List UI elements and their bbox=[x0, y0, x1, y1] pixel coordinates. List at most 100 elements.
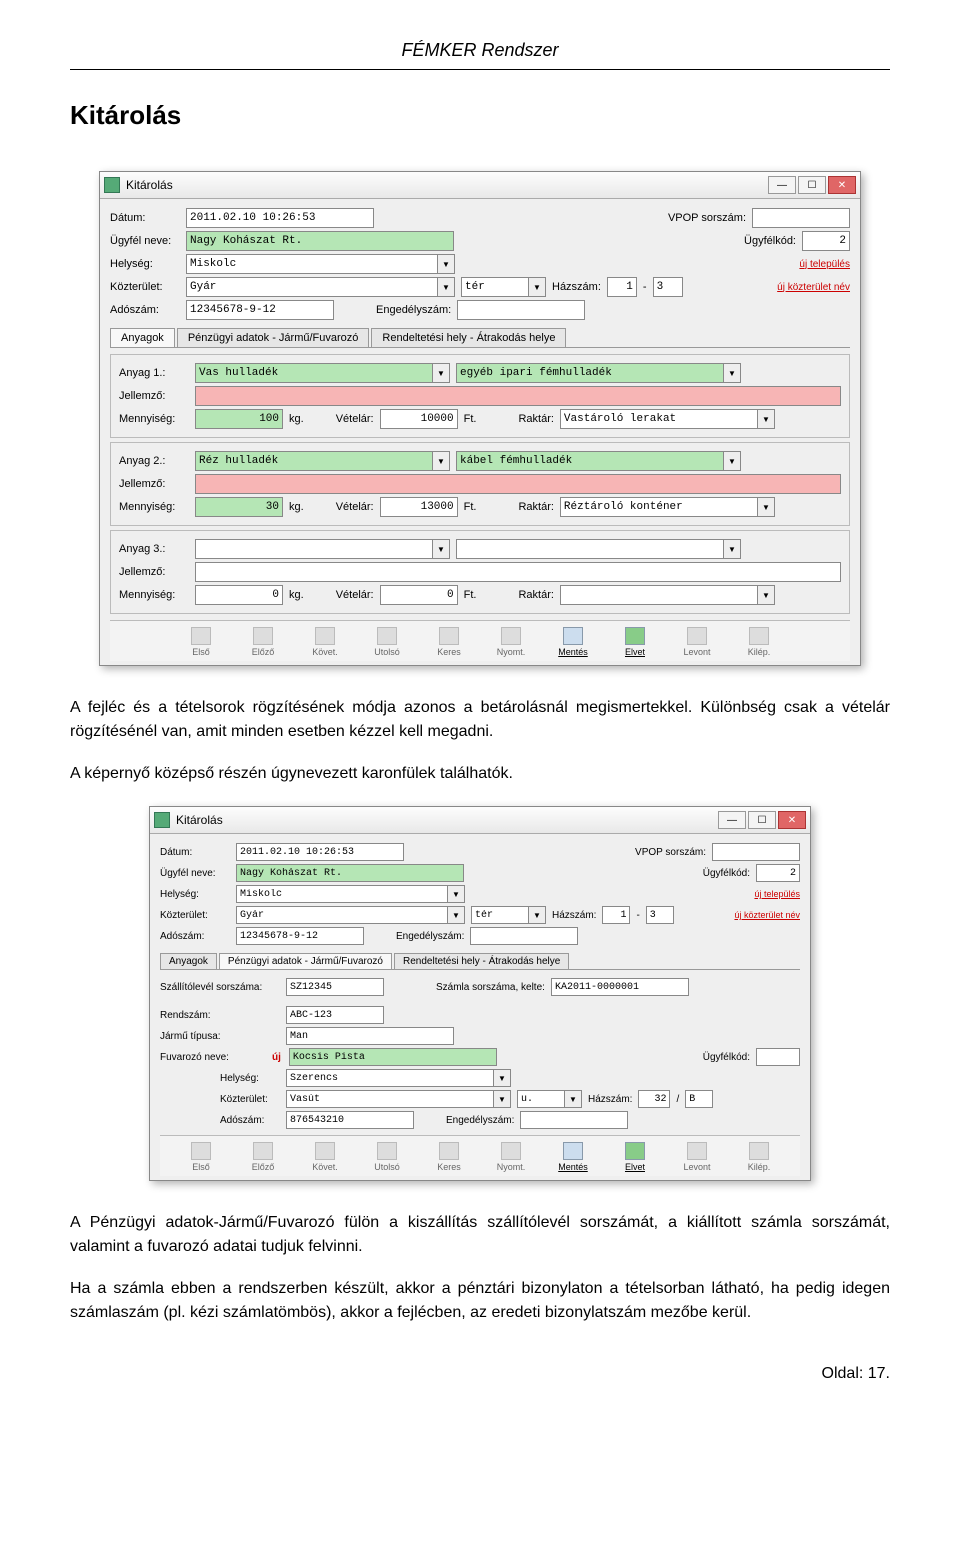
anyag3-menny-input[interactable] bbox=[195, 585, 283, 605]
anyag2-jellemzo-input[interactable] bbox=[195, 474, 841, 494]
btn-kovet[interactable]: Követ. bbox=[302, 627, 348, 657]
anyag2-nev-input[interactable] bbox=[195, 451, 433, 471]
fuvarozo-neve-input[interactable] bbox=[289, 1048, 497, 1066]
minimize-button-2[interactable]: — bbox=[718, 811, 746, 829]
btn-keres[interactable]: Keres bbox=[426, 627, 472, 657]
uj-telepules-link-2[interactable]: új település bbox=[754, 889, 800, 899]
tab-penzugyi-2[interactable]: Pénzügyi adatok - Jármű/Fuvarozó bbox=[219, 953, 392, 969]
anyag2-raktar-input[interactable] bbox=[560, 497, 758, 517]
fuv-kozterulet-dropdown[interactable]: ▼ bbox=[494, 1090, 511, 1108]
btn-kilep-2[interactable]: Kilép. bbox=[736, 1142, 782, 1172]
engedelyszam-input[interactable] bbox=[457, 300, 585, 320]
anyag1-kat-input[interactable] bbox=[456, 363, 724, 383]
vpop-input[interactable] bbox=[752, 208, 850, 228]
btn-utolso[interactable]: Utolsó bbox=[364, 627, 410, 657]
fuv-adoszam-input[interactable] bbox=[286, 1111, 414, 1129]
anyag1-ar-input[interactable] bbox=[380, 409, 458, 429]
btn-mentes-2[interactable]: Mentés bbox=[550, 1142, 596, 1172]
ugyfel-neve-input[interactable] bbox=[186, 231, 454, 251]
minimize-button[interactable]: — bbox=[768, 176, 796, 194]
kozt-tipus-dropdown[interactable]: ▼ bbox=[529, 277, 546, 297]
anyag2-raktar-dropdown[interactable]: ▼ bbox=[758, 497, 775, 517]
anyag1-kat-dropdown[interactable]: ▼ bbox=[724, 363, 741, 383]
anyag2-kat-input[interactable] bbox=[456, 451, 724, 471]
helyseg-dropdown[interactable]: ▼ bbox=[438, 254, 455, 274]
helyseg-dropdown-2[interactable]: ▼ bbox=[448, 885, 465, 903]
anyag3-raktar-dropdown[interactable]: ▼ bbox=[758, 585, 775, 605]
btn-nyomt[interactable]: Nyomt. bbox=[488, 627, 534, 657]
kozterulet-dropdown[interactable]: ▼ bbox=[438, 277, 455, 297]
btn-levont-2[interactable]: Levont bbox=[674, 1142, 720, 1172]
anyag3-ar-input[interactable] bbox=[380, 585, 458, 605]
hazszam2-input-2[interactable] bbox=[646, 906, 674, 924]
anyag1-jellemzo-input[interactable] bbox=[195, 386, 841, 406]
datum-input-2[interactable] bbox=[236, 843, 404, 861]
fuv-ugyfelkod-input[interactable] bbox=[756, 1048, 800, 1066]
maximize-button-2[interactable]: ☐ bbox=[748, 811, 776, 829]
kozterulet-input-2[interactable] bbox=[236, 906, 448, 924]
btn-elozo[interactable]: Előző bbox=[240, 627, 286, 657]
anyag2-nev-dropdown[interactable]: ▼ bbox=[433, 451, 450, 471]
fuv-engedelyszam-input[interactable] bbox=[520, 1111, 628, 1129]
anyag2-menny-input[interactable] bbox=[195, 497, 283, 517]
close-button[interactable]: ✕ bbox=[828, 176, 856, 194]
btn-kilep[interactable]: Kilép. bbox=[736, 627, 782, 657]
adoszam-input[interactable] bbox=[186, 300, 334, 320]
anyag1-nev-input[interactable] bbox=[195, 363, 433, 383]
tab-anyagok[interactable]: Anyagok bbox=[110, 328, 175, 347]
btn-levont[interactable]: Levont bbox=[674, 627, 720, 657]
fuv-helyseg-input[interactable] bbox=[286, 1069, 494, 1087]
kozt-tipus-input-2[interactable] bbox=[471, 906, 529, 924]
anyag1-nev-dropdown[interactable]: ▼ bbox=[433, 363, 450, 383]
btn-keres-2[interactable]: Keres bbox=[426, 1142, 472, 1172]
btn-elvet[interactable]: Elvet bbox=[612, 627, 658, 657]
btn-elso[interactable]: Első bbox=[178, 627, 224, 657]
anyag3-raktar-input[interactable] bbox=[560, 585, 758, 605]
anyag3-kat-input[interactable] bbox=[456, 539, 724, 559]
szamla-sorszama-input[interactable] bbox=[551, 978, 689, 996]
anyag1-menny-input[interactable] bbox=[195, 409, 283, 429]
tab-penzugyi[interactable]: Pénzügyi adatok - Jármű/Fuvarozó bbox=[177, 328, 370, 347]
kozt-tipus-input[interactable] bbox=[461, 277, 529, 297]
anyag2-kat-dropdown[interactable]: ▼ bbox=[724, 451, 741, 471]
anyag2-ar-input[interactable] bbox=[380, 497, 458, 517]
uj-telepules-link[interactable]: új település bbox=[799, 259, 850, 270]
btn-utolso-2[interactable]: Utolsó bbox=[364, 1142, 410, 1172]
uj-kozterulet-link-2[interactable]: új közterület név bbox=[734, 910, 800, 920]
maximize-button[interactable]: ☐ bbox=[798, 176, 826, 194]
ugyfel-neve-input-2[interactable] bbox=[236, 864, 464, 882]
anyag1-raktar-dropdown[interactable]: ▼ bbox=[758, 409, 775, 429]
tab-rendeltetesi[interactable]: Rendeltetési hely - Átrakodás helye bbox=[371, 328, 566, 347]
fuv-helyseg-dropdown[interactable]: ▼ bbox=[494, 1069, 511, 1087]
fuv-kozt-tipus-input[interactable] bbox=[517, 1090, 565, 1108]
szallitolevel-input[interactable] bbox=[286, 978, 384, 996]
anyag3-jellemzo-input[interactable] bbox=[195, 562, 841, 582]
fuv-kozt-tipus-dropdown[interactable]: ▼ bbox=[565, 1090, 582, 1108]
vpop-input-2[interactable] bbox=[712, 843, 800, 861]
hazszam1-input-2[interactable] bbox=[602, 906, 630, 924]
engedelyszam-input-2[interactable] bbox=[470, 927, 578, 945]
btn-nyomt-2[interactable]: Nyomt. bbox=[488, 1142, 534, 1172]
helyseg-input-2[interactable] bbox=[236, 885, 448, 903]
btn-elso-2[interactable]: Első bbox=[178, 1142, 224, 1172]
btn-mentes[interactable]: Mentés bbox=[550, 627, 596, 657]
rendszam-input[interactable] bbox=[286, 1006, 384, 1024]
tab-rendeltetesi-2[interactable]: Rendeltetési hely - Átrakodás helye bbox=[394, 953, 569, 969]
datum-input[interactable] bbox=[186, 208, 374, 228]
kozterulet-input[interactable] bbox=[186, 277, 438, 297]
ugyfelkod-input[interactable] bbox=[802, 231, 850, 251]
kozt-tipus-dropdown-2[interactable]: ▼ bbox=[529, 906, 546, 924]
jarmu-tipusa-input[interactable] bbox=[286, 1027, 454, 1045]
hazszam2-input[interactable] bbox=[653, 277, 683, 297]
anyag3-nev-dropdown[interactable]: ▼ bbox=[433, 539, 450, 559]
anyag1-raktar-input[interactable] bbox=[560, 409, 758, 429]
ugyfelkod-input-2[interactable] bbox=[756, 864, 800, 882]
fuv-hazszam1-input[interactable] bbox=[638, 1090, 670, 1108]
helyseg-input[interactable] bbox=[186, 254, 438, 274]
tab-anyagok-2[interactable]: Anyagok bbox=[160, 953, 217, 969]
fuv-hazszam2-input[interactable] bbox=[685, 1090, 713, 1108]
fuv-kozterulet-input[interactable] bbox=[286, 1090, 494, 1108]
anyag3-nev-input[interactable] bbox=[195, 539, 433, 559]
anyag3-kat-dropdown[interactable]: ▼ bbox=[724, 539, 741, 559]
btn-elozo-2[interactable]: Előző bbox=[240, 1142, 286, 1172]
